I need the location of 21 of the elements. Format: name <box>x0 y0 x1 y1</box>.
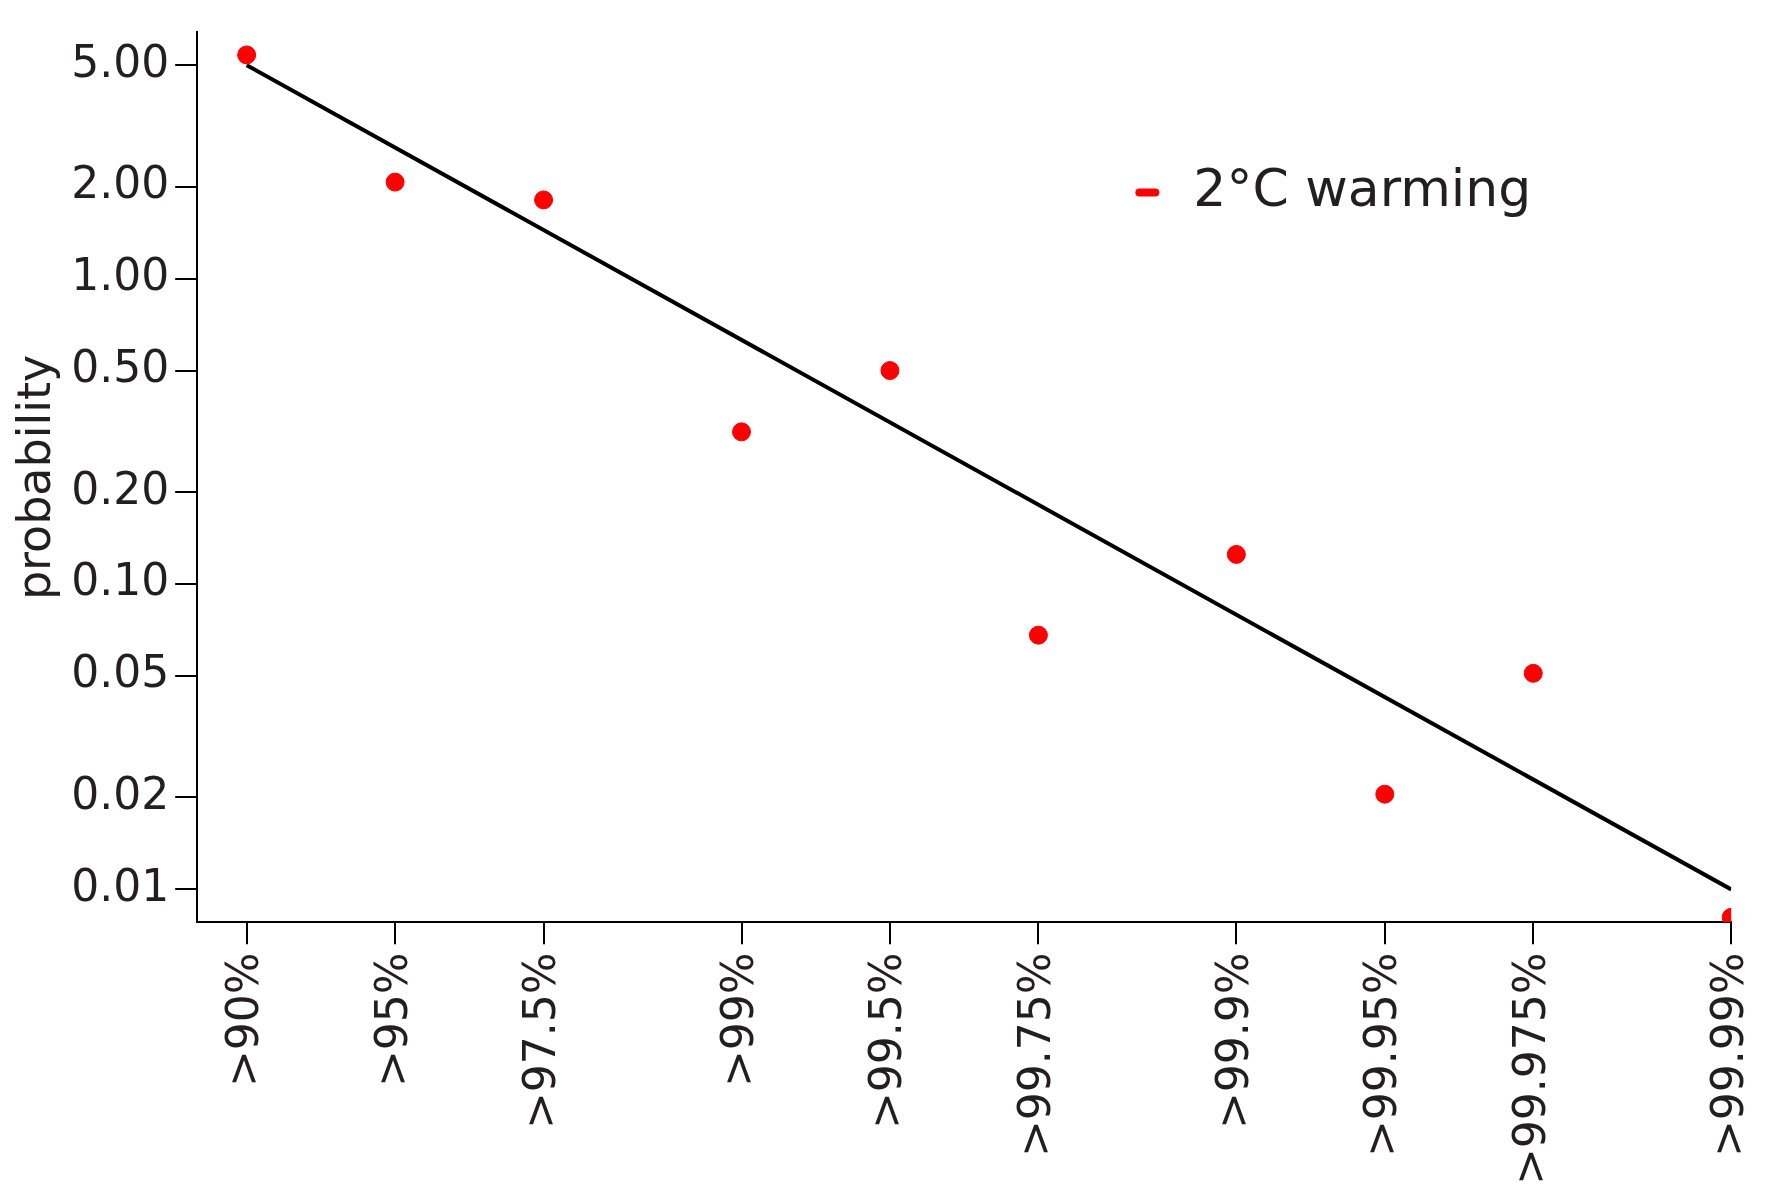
y-tick-label: 2.00 <box>71 157 170 209</box>
y-tick-label: 0.10 <box>71 554 170 606</box>
x-tick-label: >99.95% <box>1355 952 1407 1158</box>
x-tick-label: >99.99% <box>1701 952 1753 1158</box>
x-tick-label: >99.75% <box>1008 952 1060 1158</box>
x-tick-label: >99.9% <box>1206 952 1258 1130</box>
y-tick-label: 0.02 <box>71 767 170 819</box>
x-tick-label: >90% <box>217 952 269 1088</box>
y-tick-label: 0.01 <box>71 859 170 911</box>
y-tick-label: 1.00 <box>71 249 170 301</box>
x-tick-label: >99% <box>711 952 763 1088</box>
legend-label: 2°C warming <box>1193 157 1532 218</box>
x-tick-label: >97.5% <box>514 952 565 1130</box>
y-tick-label: 0.20 <box>71 462 170 514</box>
x-tick-label: >99.5% <box>860 952 912 1130</box>
x-tick-label: >99.975% <box>1503 952 1555 1186</box>
y-tick-label: 0.05 <box>71 646 170 698</box>
y-tick-label: 5.00 <box>71 35 170 87</box>
y-tick-label: 0.50 <box>71 340 170 392</box>
x-tick-label: >95% <box>365 952 417 1088</box>
y-axis-title: probability <box>6 354 61 601</box>
